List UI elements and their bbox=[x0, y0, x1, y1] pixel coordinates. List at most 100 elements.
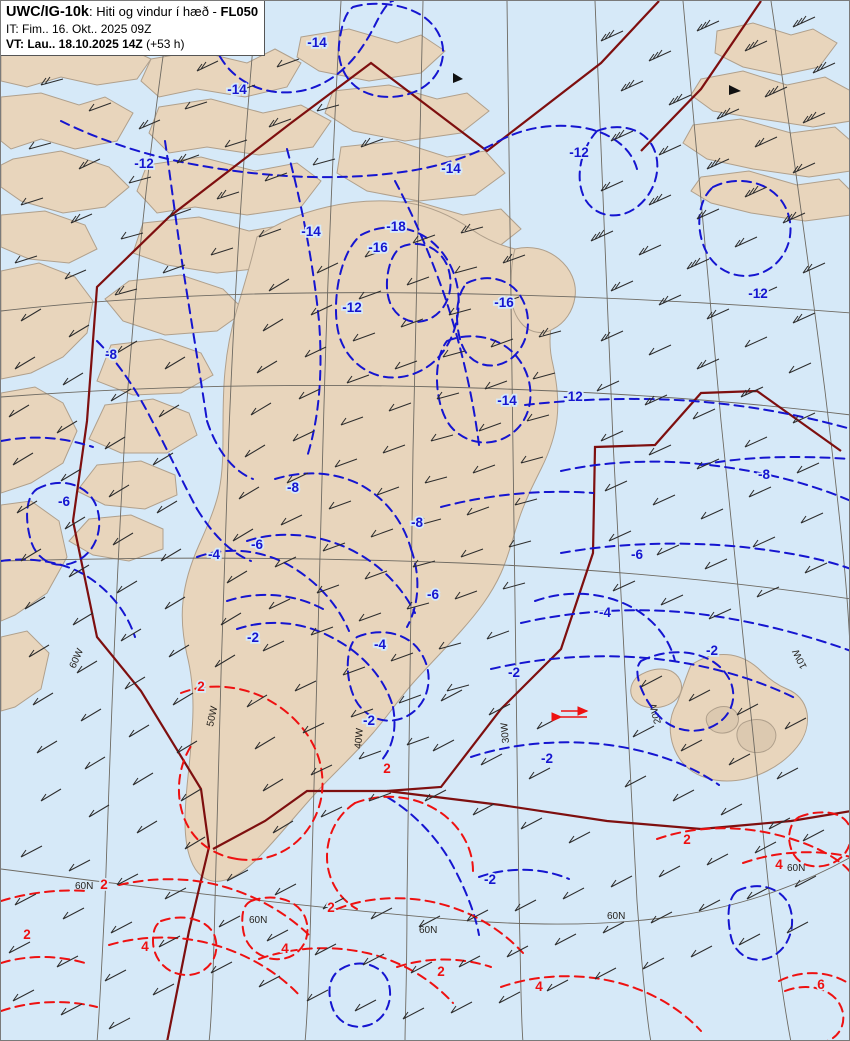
meridian-10w bbox=[770, 1, 849, 636]
isotherm--8-left bbox=[96, 340, 198, 510]
isotherm-2-south-a bbox=[118, 878, 312, 938]
valid-time-step: (+53 h) bbox=[142, 36, 185, 51]
isotherm--6-left-loop bbox=[26, 481, 101, 566]
product-code: UWC/IG-10k bbox=[6, 4, 89, 20]
land-labrador-s bbox=[1, 630, 50, 712]
isotherm--16-a bbox=[334, 226, 460, 379]
isotherm-4-se bbox=[742, 851, 849, 864]
isotherm-2-greenland-w bbox=[180, 685, 324, 861]
isotherm-label: -8 bbox=[758, 467, 770, 482]
label-60n-a: 60N bbox=[75, 881, 93, 892]
isotherm-label-halo: -4 bbox=[208, 547, 220, 562]
isotherm-label-halo: -8 bbox=[287, 480, 299, 495]
isotherm-label-halo: -6 bbox=[58, 494, 70, 509]
isotherm-label: -12 bbox=[748, 286, 768, 301]
isotherm-label: 4 bbox=[775, 857, 783, 872]
isotherm-label-halo: -12 bbox=[134, 156, 154, 171]
valid-time-label: VT: bbox=[6, 36, 28, 51]
valid-time-value: Lau.. 18.10.2025 14Z bbox=[27, 36, 143, 51]
isotherm-label-halo: -16 bbox=[494, 295, 514, 310]
isotherm-label-halo: -2 bbox=[363, 713, 375, 728]
label-40w: 40W bbox=[353, 727, 366, 749]
isotherm--14-green-b bbox=[206, 420, 254, 480]
isotherm-label-halo: 2 bbox=[383, 761, 391, 776]
isotherm--8-e bbox=[700, 456, 849, 466]
isotherm-label: -8 bbox=[411, 515, 423, 530]
isotherm-label-halo: 4 bbox=[535, 979, 543, 994]
isotherm-label: -14 bbox=[497, 393, 517, 408]
isotherm-2-se bbox=[656, 827, 849, 873]
valid-time-line: VT: Lau.. 18.10.2025 14Z (+53 h) bbox=[6, 37, 258, 52]
barb-group-south-ocean bbox=[8, 829, 825, 1030]
isotherm--14-mid bbox=[286, 148, 322, 458]
isotherm-label-halo: 4 bbox=[141, 939, 149, 954]
land-island-top-c bbox=[136, 156, 322, 216]
annotation-layer bbox=[453, 73, 741, 722]
isotherm-6-loop bbox=[784, 986, 845, 1040]
isotherm--18-core bbox=[385, 242, 452, 323]
isotherm-label-halo: -12 bbox=[342, 300, 362, 315]
isotherm-label: -6 bbox=[58, 494, 70, 509]
isotherm-label-halo: -4 bbox=[374, 637, 386, 652]
isotherm-2-sw-edge bbox=[1, 956, 86, 964]
isotherm--8-mid bbox=[274, 472, 412, 550]
isotherm-label-halo: -18 bbox=[386, 219, 406, 234]
label-50w: 50W bbox=[205, 705, 220, 728]
isotherm-label-halo: -6 bbox=[251, 537, 263, 552]
issue-time-value: Fim.. 16. Okt.. 2025 09Z bbox=[22, 21, 152, 36]
isotherm-label: 4 bbox=[141, 939, 149, 954]
parallel-60n bbox=[1, 857, 849, 925]
isotherm--12-top2 bbox=[498, 124, 638, 170]
isotherm--6-greenland-e2 bbox=[440, 490, 594, 508]
isotherm-label: -2 bbox=[247, 630, 259, 645]
isotherm--10-upper bbox=[1, 436, 94, 448]
fir-boundary-greenland-east bbox=[212, 389, 842, 850]
isotherm-label: -14 bbox=[441, 161, 461, 176]
isotherm-label: 4 bbox=[535, 979, 543, 994]
meridian-80w bbox=[96, 1, 172, 1040]
isotherm-label-halo: -14 bbox=[301, 224, 321, 239]
isotherm--2-mid bbox=[236, 621, 394, 708]
land-ne-island-d bbox=[690, 170, 849, 222]
isotherm-label-halo: -14 bbox=[497, 393, 517, 408]
isotherm-label-halo: -12 bbox=[748, 286, 768, 301]
isotherm-label: -4 bbox=[208, 547, 220, 562]
isotherm--6-mid bbox=[246, 533, 416, 614]
land-iceland-glacier-b bbox=[736, 719, 777, 754]
isotherm-label: 2 bbox=[683, 832, 691, 847]
isotherm-label-halo: 6 bbox=[817, 977, 825, 992]
isotherm--8-mid2 bbox=[406, 548, 419, 628]
isotherm-label-halo: -2 bbox=[706, 643, 718, 658]
land-arctic-island-1 bbox=[1, 92, 134, 150]
isotherm-label: -6 bbox=[427, 587, 439, 602]
isotherm--6-left2 bbox=[1, 558, 136, 638]
isotherm-label-halo: -2 bbox=[541, 751, 553, 766]
isotherm-2-circle-ocean bbox=[241, 896, 309, 961]
isotherm-label-halo: 2 bbox=[683, 832, 691, 847]
isotherm-label: -14 bbox=[301, 224, 321, 239]
isotherm-label: -6 bbox=[251, 537, 263, 552]
land-island-nw-1 bbox=[296, 28, 446, 82]
isotherm--12-ne-loop bbox=[698, 180, 792, 277]
isotherm-label: -14 bbox=[307, 35, 327, 50]
isotherm-label-halo: -14 bbox=[227, 82, 247, 97]
isotherm--16-b bbox=[456, 277, 529, 367]
isotherm-label-halo: -6 bbox=[427, 587, 439, 602]
isotherm--6-greenland-w bbox=[226, 593, 324, 610]
fir-boundary-north bbox=[640, 1, 762, 152]
isotherm-label-halo: 2 bbox=[23, 927, 31, 942]
land-baffin bbox=[1, 262, 94, 380]
isotherm--12-east bbox=[524, 397, 849, 430]
fir-boundary-layer bbox=[71, 1, 849, 1040]
barb-group-west-ocean bbox=[8, 308, 206, 850]
land-island-top-b bbox=[148, 98, 332, 156]
isotherm--12-top bbox=[60, 120, 500, 179]
isotherm-label-halo: -12 bbox=[569, 145, 589, 160]
isotherm-label: 2 bbox=[23, 927, 31, 942]
isotherm--4-mid bbox=[196, 549, 350, 632]
isotherm--6-east bbox=[560, 542, 849, 570]
isotherm-label-halo: -14 bbox=[441, 161, 461, 176]
label-60n-b: 60N bbox=[249, 915, 267, 926]
